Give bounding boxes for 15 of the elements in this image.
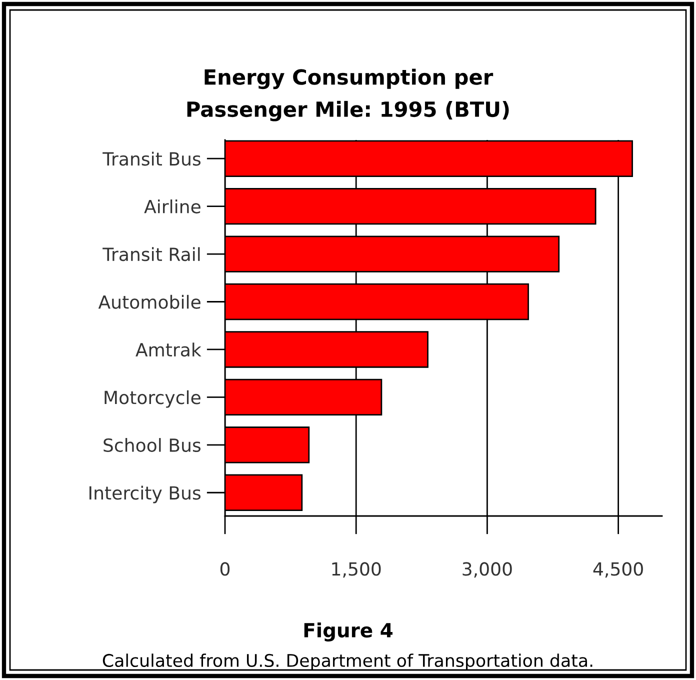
y-tick-label: Transit Rail	[102, 247, 200, 262]
y-tick-label: Automobile	[98, 294, 200, 309]
y-tick-label: Intercity Bus	[90, 486, 201, 504]
chart-title: Energy Consumption per Passenger Mile: 1995 (BTU)	[187, 68, 509, 122]
caption: Figure 4	[304, 622, 392, 642]
x-tick-label: 3,000	[462, 562, 512, 578]
x-tick-label: 4,500	[593, 562, 643, 578]
y-tick-label: School Bus	[104, 438, 201, 452]
x-tick-label: 1,500	[332, 562, 381, 578]
text: Calculated from U.S. Department of Transportation data.	[102, 654, 592, 670]
x-tick-label: 0	[220, 562, 230, 576]
y-tick-label: Airline	[144, 199, 200, 214]
y-tick-label: Motorcycle	[104, 390, 200, 408]
y-tick-label: Transit Bus	[102, 152, 201, 166]
y-tick-label: Amtrak	[136, 342, 202, 357]
